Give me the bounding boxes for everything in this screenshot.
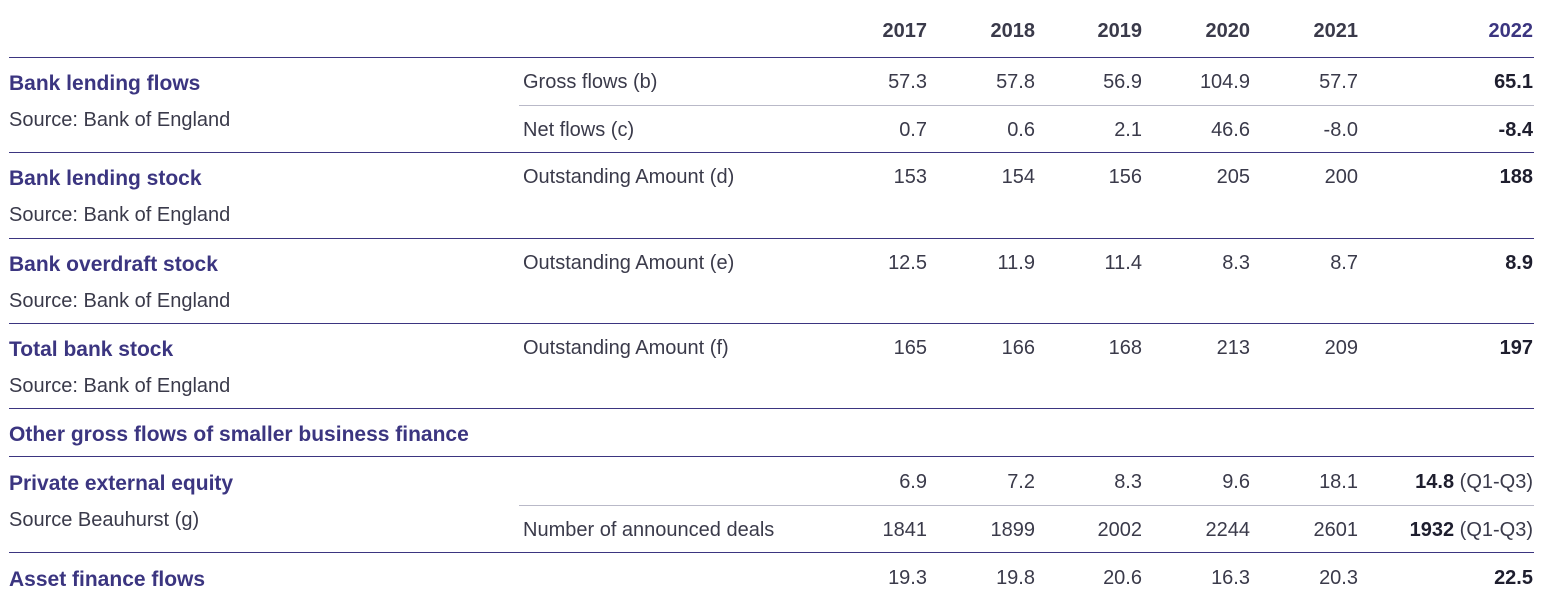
cell-2021: 8.7 [1330,252,1358,274]
row-source: Source: Bank of England [9,109,231,131]
cell-2022-value: 14.8 [1415,471,1455,493]
row-source: Source: Bank of England [9,204,231,226]
cell-2017: 0.7 [899,119,927,141]
cell-2021: 200 [1324,166,1358,188]
year-2020-header: 2020 [1205,20,1251,42]
row-description: Number of announced deals [523,519,775,541]
cell-2022: 1932 (Q1-Q3) [1333,519,1533,542]
row-source: Source: Bank of England [9,290,231,312]
cell-2021: -8.0 [1323,119,1358,141]
year-2021-header: 2021 [1313,20,1359,42]
subdivider [519,505,1534,506]
cell-2017: 153 [893,166,927,188]
divider [9,456,1534,457]
cell-2017: 12.5 [888,252,927,274]
cell-2017: 19.3 [888,567,927,589]
cell-2019: 20.6 [1103,567,1142,589]
cell-2017: 57.3 [888,71,927,93]
cell-2019: 56.9 [1103,71,1142,93]
year-2018-header: 2018 [990,20,1036,42]
cell-2022: 14.8 (Q1-Q3) [1333,471,1533,494]
divider [9,238,1534,239]
cell-2021: 57.7 [1319,71,1358,93]
row-label: Private external equity [9,472,234,495]
cell-2018: 154 [1001,166,1035,188]
cell-2020: 2244 [1205,519,1251,541]
cell-2020: 9.6 [1222,471,1250,493]
row-label: Bank overdraft stock [9,253,218,276]
row-description: Gross flows (b) [523,71,658,93]
row-source: Source Beauhurst (g) [9,509,200,531]
year-2017-header: 2017 [882,20,928,42]
cell-2018: 57.8 [996,71,1035,93]
divider [9,323,1534,324]
row-description: Outstanding Amount (d) [523,166,735,188]
cell-2020: 104.9 [1199,71,1250,93]
cell-2019: 2.1 [1114,119,1142,141]
divider [9,57,1534,58]
cell-2021: 20.3 [1319,567,1358,589]
divider [9,408,1534,409]
cell-2018: 19.8 [996,567,1035,589]
cell-2021: 2601 [1313,519,1359,541]
cell-2018: 11.9 [997,252,1035,274]
cell-2022: 65.1 [1494,71,1533,93]
cell-2019: 168 [1108,337,1142,359]
subdivider [519,105,1534,106]
cell-2018: 7.2 [1007,471,1035,493]
row-label: Bank lending stock [9,167,202,190]
cell-2021: 18.1 [1319,471,1358,493]
cell-2018: 166 [1001,337,1035,359]
cell-2018: 1899 [990,519,1036,541]
cell-2022: 197 [1499,337,1533,359]
cell-2020: 213 [1216,337,1250,359]
row-description: Outstanding Amount (e) [523,252,735,274]
year-2019-header: 2019 [1097,20,1143,42]
cell-2022-suffix: (Q1-Q3) [1459,471,1533,493]
cell-2022: 22.5 [1494,567,1533,589]
divider [9,152,1534,153]
cell-2018: 0.6 [1007,119,1035,141]
cell-2022: -8.4 [1498,119,1533,141]
cell-2019: 8.3 [1114,471,1142,493]
cell-2022-value: 1932 [1409,519,1455,541]
cell-2019: 2002 [1097,519,1143,541]
year-2022-header: 2022 [1488,20,1534,42]
cell-2017: 165 [893,337,927,359]
cell-2020: 205 [1216,166,1250,188]
section-heading-other-flows: Other gross flows of smaller business fi… [9,423,469,446]
row-source: Source: Bank of England [9,375,231,397]
cell-2019: 11.4 [1104,252,1142,274]
cell-2017: 6.9 [899,471,927,493]
cell-2020: 8.3 [1222,252,1250,274]
cell-2021: 209 [1324,337,1358,359]
row-description: Outstanding Amount (f) [523,337,729,359]
row-label: Total bank stock [9,338,174,361]
cell-2020: 16.3 [1211,567,1250,589]
cell-2017: 1841 [882,519,928,541]
row-label: Bank lending flows [9,72,201,95]
cell-2022-suffix: (Q1-Q3) [1459,519,1533,541]
cell-2022: 8.9 [1505,252,1533,274]
row-description: Net flows (c) [523,119,635,141]
cell-2022: 188 [1499,166,1533,188]
divider [9,552,1534,553]
cell-2020: 46.6 [1211,119,1250,141]
row-label: Asset finance flows [9,568,206,591]
cell-2019: 156 [1108,166,1142,188]
